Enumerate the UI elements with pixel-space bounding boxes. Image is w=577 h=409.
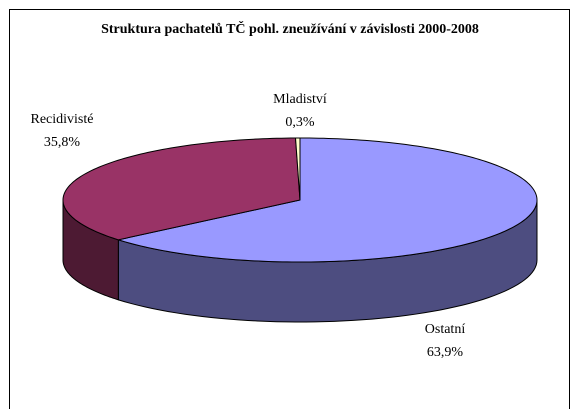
chart-frame bbox=[9, 9, 570, 409]
pie-slice bbox=[116, 137, 538, 263]
slice-label: Recidivisté bbox=[31, 112, 94, 127]
pie-slice bbox=[62, 137, 301, 241]
slice-value-label: 63,9% bbox=[427, 345, 464, 360]
pie-slice bbox=[294, 137, 301, 201]
slice-value-label: 35,8% bbox=[44, 135, 81, 150]
slice-label: Ostatní bbox=[425, 322, 466, 337]
slice-label: Mladiství bbox=[273, 92, 327, 107]
slice-value-label: 0,3% bbox=[285, 115, 315, 130]
chart-title: Struktura pachatelů TČ pohl. zneužívání … bbox=[101, 22, 479, 37]
